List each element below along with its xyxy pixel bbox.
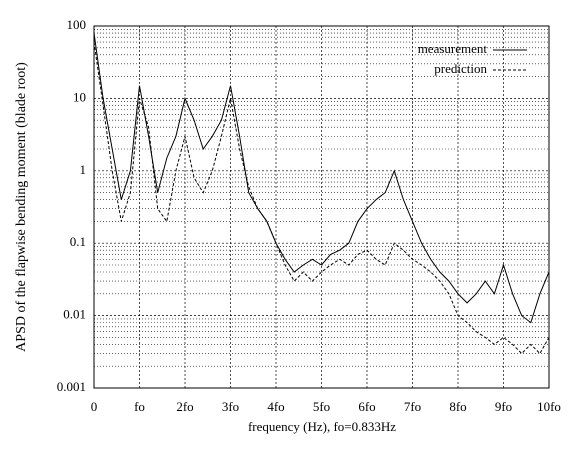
y-axis-label: APSD of the flapwise bending moment (bla…: [14, 62, 29, 352]
y-tick-label: 0.01: [63, 307, 86, 322]
series-line: [93, 32, 550, 324]
y-tick-label: 0.1: [70, 234, 86, 249]
x-tick-label: 2fo: [176, 399, 193, 414]
x-axis-label: frequency (Hz), fo=0.833Hz: [248, 419, 396, 434]
y-tick-label: 1: [80, 162, 87, 177]
plot-frame: [93, 25, 550, 389]
y-tick-label: 0.001: [57, 379, 86, 394]
y-tick-label: 10: [73, 89, 86, 104]
x-tick-label: 3fo: [222, 399, 239, 414]
x-tick-label: fo: [134, 399, 145, 414]
x-tick-label: 7fo: [404, 399, 421, 414]
x-tick-label: 8fo: [449, 399, 466, 414]
x-tick-label: 10fo: [537, 399, 561, 414]
x-tick-label: 5fo: [313, 399, 330, 414]
series-line: [93, 42, 550, 355]
x-tick-label: 4fo: [267, 399, 284, 414]
legend-label: prediction: [434, 61, 487, 76]
x-tick-label: 9fo: [495, 399, 512, 414]
x-tick-label: 6fo: [358, 399, 375, 414]
x-tick-label: 0: [91, 399, 98, 414]
legend-label: measurement: [418, 41, 488, 56]
y-tick-label: 100: [67, 17, 87, 32]
